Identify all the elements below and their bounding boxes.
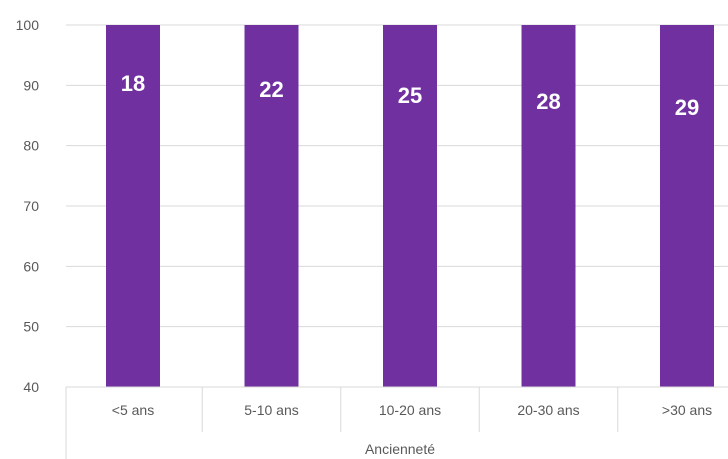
x-axis: <5 ans 5-10 ans 10-20 ans 20-30 ans >30 ans: [65, 386, 728, 459]
y-tick-label: 100: [16, 17, 40, 33]
y-axis-tick-labels: 40 50 60 70 80 90 100: [16, 17, 40, 395]
x-tick-label: 20-30 ans: [517, 402, 579, 418]
data-label: 22: [259, 77, 283, 102]
data-label: 29: [675, 95, 699, 120]
x-axis-title: Ancienneté: [365, 441, 435, 457]
bar-series1-2: [244, 25, 299, 387]
y-tick-label: 90: [23, 77, 39, 93]
data-labels: 18 22 25 28 29: [121, 71, 699, 120]
x-tick-label: <5 ans: [112, 402, 154, 418]
data-label: 28: [536, 89, 560, 114]
y-tick-label: 80: [23, 138, 39, 154]
bar-series1-5: [660, 25, 714, 387]
y-tick-label: 70: [23, 198, 39, 214]
bar-series1-1: [106, 25, 160, 387]
bar-series1-4: [521, 25, 576, 387]
x-tick-label: 5-10 ans: [244, 402, 298, 418]
x-tick-label: >30 ans: [662, 402, 712, 418]
x-tick-label: 10-20 ans: [379, 402, 441, 418]
y-tick-label: 60: [23, 258, 39, 274]
bars: [106, 25, 714, 387]
data-label: 18: [121, 71, 145, 96]
data-label: 25: [398, 83, 422, 108]
y-tick-label: 40: [23, 379, 39, 395]
bar-series1-3: [383, 25, 437, 387]
y-tick-label: 50: [23, 319, 39, 335]
